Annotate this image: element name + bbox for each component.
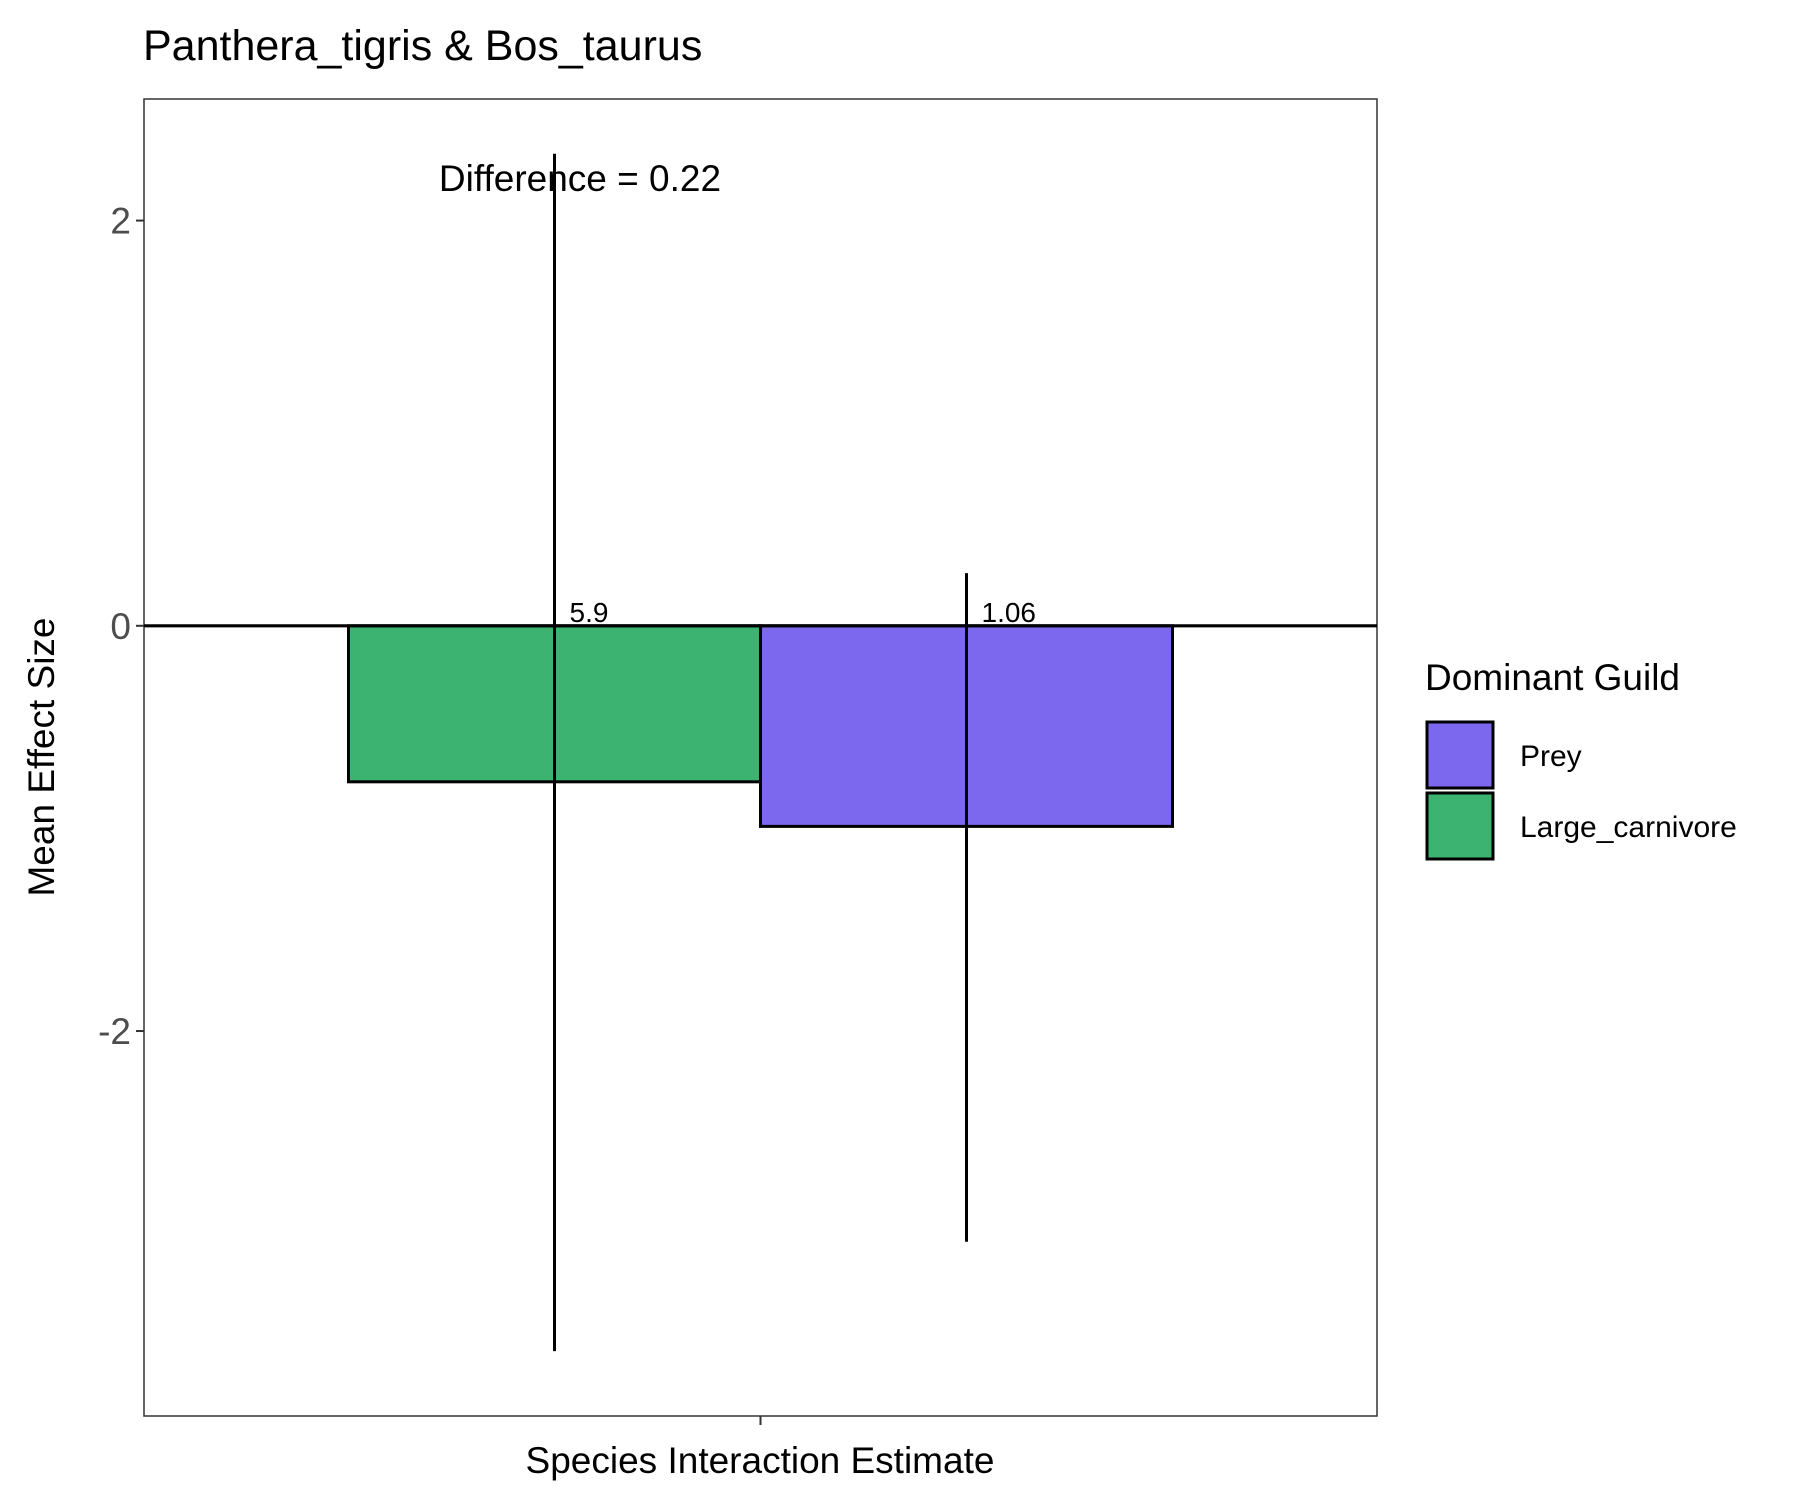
bar-label-prey: 1.06 (982, 597, 1037, 628)
error-bars (553, 153, 968, 1352)
x-axis-label: Species Interaction Estimate (526, 1440, 995, 1481)
bar-label-large-carnivore: 5.9 (570, 597, 609, 628)
legend: Dominant Guild Prey Large_carnivore (1425, 657, 1737, 861)
y-axis: -2 0 2 (98, 201, 144, 1052)
legend-items: Prey Large_carnivore (1425, 720, 1737, 861)
y-tick-label: -2 (98, 1011, 131, 1052)
y-tick-label: 2 (110, 201, 131, 242)
bar-value-labels: 5.9 1.06 (570, 597, 1037, 628)
legend-title: Dominant Guild (1425, 657, 1680, 698)
y-tick-label: 0 (110, 606, 131, 647)
legend-key-prey (1425, 720, 1495, 790)
legend-key-large-carnivore (1425, 791, 1495, 861)
difference-annotation: Difference = 0.22 (439, 158, 721, 199)
y-axis-label: Mean Effect Size (21, 617, 62, 896)
legend-label-prey: Prey (1520, 740, 1582, 773)
chart-title: Panthera_tigris & Bos_taurus (143, 22, 702, 70)
legend-label-large-carnivore: Large_carnivore (1520, 811, 1737, 844)
